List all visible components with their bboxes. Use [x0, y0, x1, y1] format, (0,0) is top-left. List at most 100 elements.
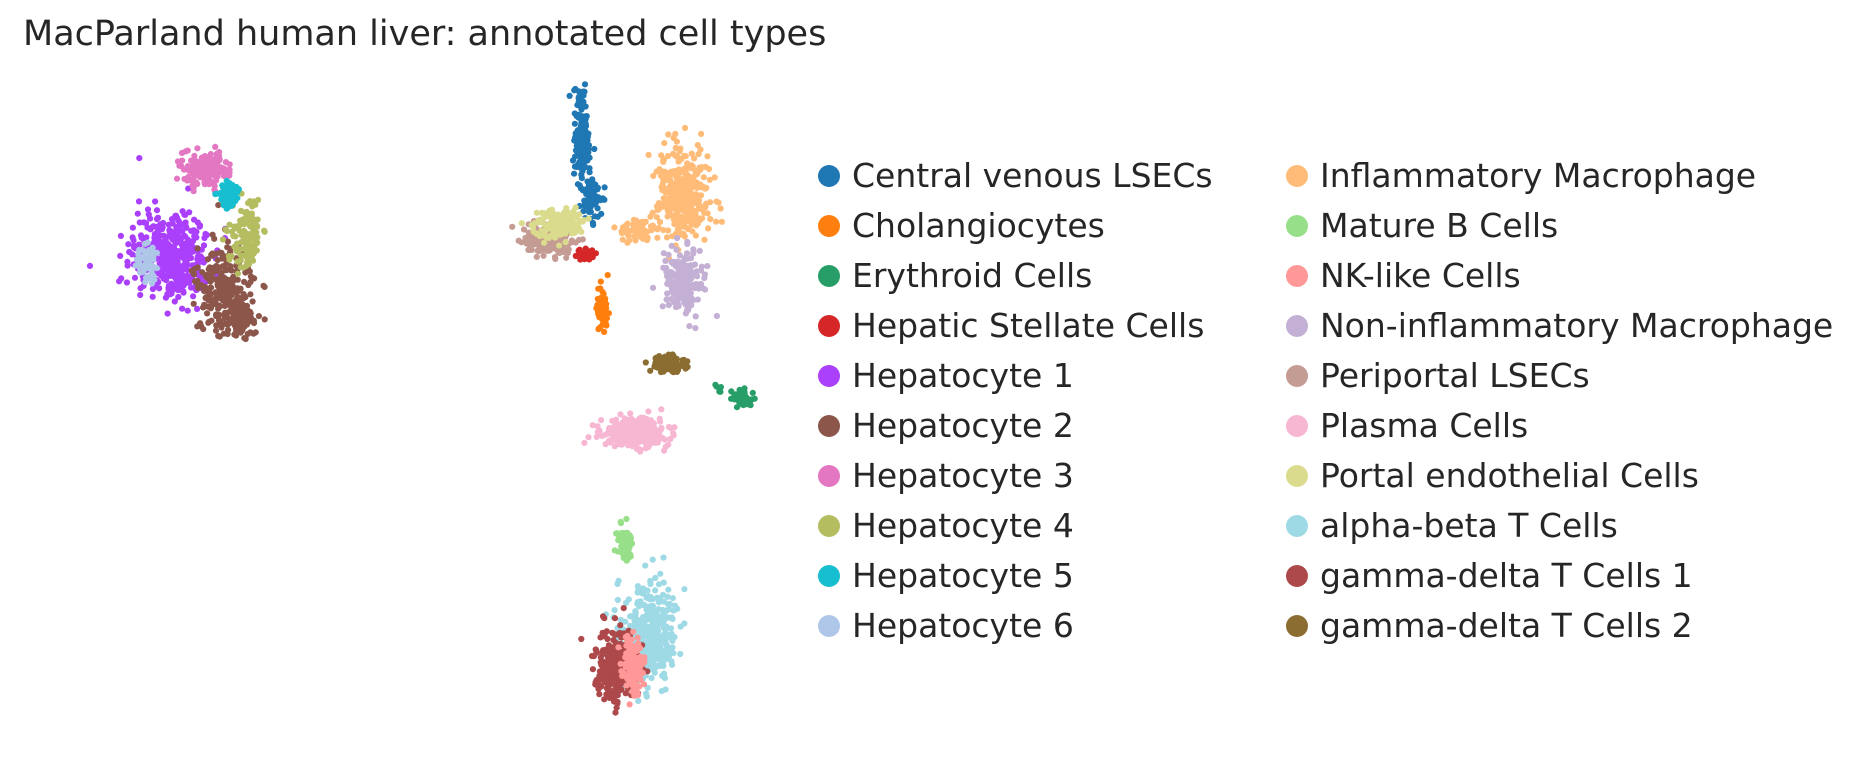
scatter-points — [86, 81, 758, 716]
scatter-point — [617, 411, 624, 418]
scatter-point — [668, 181, 676, 188]
scatter-point — [648, 614, 656, 621]
scatter-point — [718, 218, 726, 225]
scatter-point — [576, 137, 583, 144]
scatter-point — [163, 277, 170, 284]
scatter-point — [623, 515, 630, 523]
scatter-point — [668, 259, 675, 266]
scatter-point — [657, 570, 664, 577]
scatter-point — [184, 147, 191, 154]
scatter-point — [682, 206, 689, 213]
scatter-point — [182, 223, 189, 230]
scatter-point — [624, 416, 632, 423]
scatter-point — [169, 281, 176, 289]
scatter-point — [660, 227, 667, 234]
scatter-point — [649, 284, 657, 291]
scatter-point — [171, 274, 178, 281]
scatter-point — [160, 266, 167, 273]
scatter-point — [648, 675, 655, 682]
scatter-point — [673, 138, 681, 145]
legend-label: Mature B Cells — [1320, 206, 1559, 245]
scatter-point — [550, 214, 557, 221]
scatter-point — [255, 313, 262, 320]
scatter-point — [581, 439, 588, 446]
scatter-point — [180, 246, 188, 253]
scatter-point — [608, 693, 616, 700]
scatter-point — [221, 302, 229, 309]
scatter-point — [659, 606, 666, 614]
scatter-point — [702, 286, 709, 293]
scatter-point — [684, 164, 691, 171]
legend-label: Erythroid Cells — [852, 256, 1093, 295]
legend-item: Hepatocyte 6 — [818, 606, 1074, 646]
scatter-point — [234, 276, 241, 283]
scatter-point — [244, 330, 251, 337]
legend-item: alpha-beta T Cells — [1286, 506, 1618, 546]
scatter-point — [747, 397, 754, 404]
scatter-point — [574, 224, 581, 231]
scatter-point — [222, 166, 229, 174]
scatter-point — [614, 700, 621, 707]
scatter-point — [642, 445, 649, 452]
legend-swatch — [1286, 165, 1308, 187]
scatter-point — [681, 189, 688, 196]
scatter-point — [635, 640, 642, 647]
scatter-point — [581, 200, 589, 207]
scatter-point — [177, 269, 184, 276]
scatter-point — [224, 244, 231, 251]
legend-item: Inflammatory Macrophage — [1286, 156, 1756, 196]
scatter-point — [246, 221, 253, 228]
legend-label: Hepatic Stellate Cells — [852, 306, 1205, 345]
scatter-point — [578, 175, 586, 182]
legend-item: Hepatocyte 2 — [818, 406, 1074, 446]
scatter-point — [602, 431, 609, 438]
scatter-point — [216, 149, 223, 156]
legend-swatch — [1286, 465, 1308, 487]
scatter-point — [654, 594, 661, 601]
scatter-point — [223, 177, 230, 184]
scatter-point — [670, 430, 677, 437]
scatter-point — [617, 520, 625, 527]
scatter-point — [197, 320, 204, 327]
scatter-point — [660, 203, 668, 210]
scatter-point — [576, 217, 583, 224]
scatter-point — [695, 196, 702, 203]
scatter-point — [136, 241, 143, 248]
scatter-point — [205, 167, 212, 174]
scatter-point — [117, 252, 124, 259]
scatter-point — [678, 230, 685, 237]
legend-label: Hepatocyte 1 — [852, 356, 1074, 395]
scatter-point — [248, 210, 255, 217]
scatter-point — [620, 605, 627, 612]
scatter-point — [185, 173, 192, 181]
scatter-point — [694, 220, 701, 227]
scatter-point — [194, 145, 201, 152]
scatter-point — [142, 279, 149, 286]
scatter-point — [695, 285, 702, 292]
scatter-point — [603, 628, 610, 635]
scatter-point — [669, 595, 676, 602]
scatter-point — [212, 276, 219, 283]
scatter-point — [219, 284, 227, 291]
scatter-point — [201, 301, 208, 308]
scatter-point — [188, 267, 195, 274]
scatter-point — [595, 325, 603, 332]
scatter-point — [686, 183, 693, 190]
scatter-point — [638, 230, 645, 237]
legend-swatch — [818, 215, 840, 237]
scatter-point — [181, 232, 188, 239]
scatter-point — [183, 276, 190, 284]
scatter-point — [672, 202, 679, 209]
scatter-point — [214, 257, 221, 264]
scatter-point — [618, 230, 626, 237]
scatter-point — [649, 624, 656, 631]
scatter-point — [158, 272, 165, 279]
scatter-point — [230, 232, 237, 240]
scatter-point — [228, 253, 235, 260]
scatter-point — [246, 240, 253, 247]
scatter-point — [243, 208, 250, 215]
scatter-point — [700, 174, 707, 181]
scatter-point — [239, 294, 246, 301]
scatter-point — [250, 319, 258, 327]
scatter-point — [662, 353, 669, 360]
